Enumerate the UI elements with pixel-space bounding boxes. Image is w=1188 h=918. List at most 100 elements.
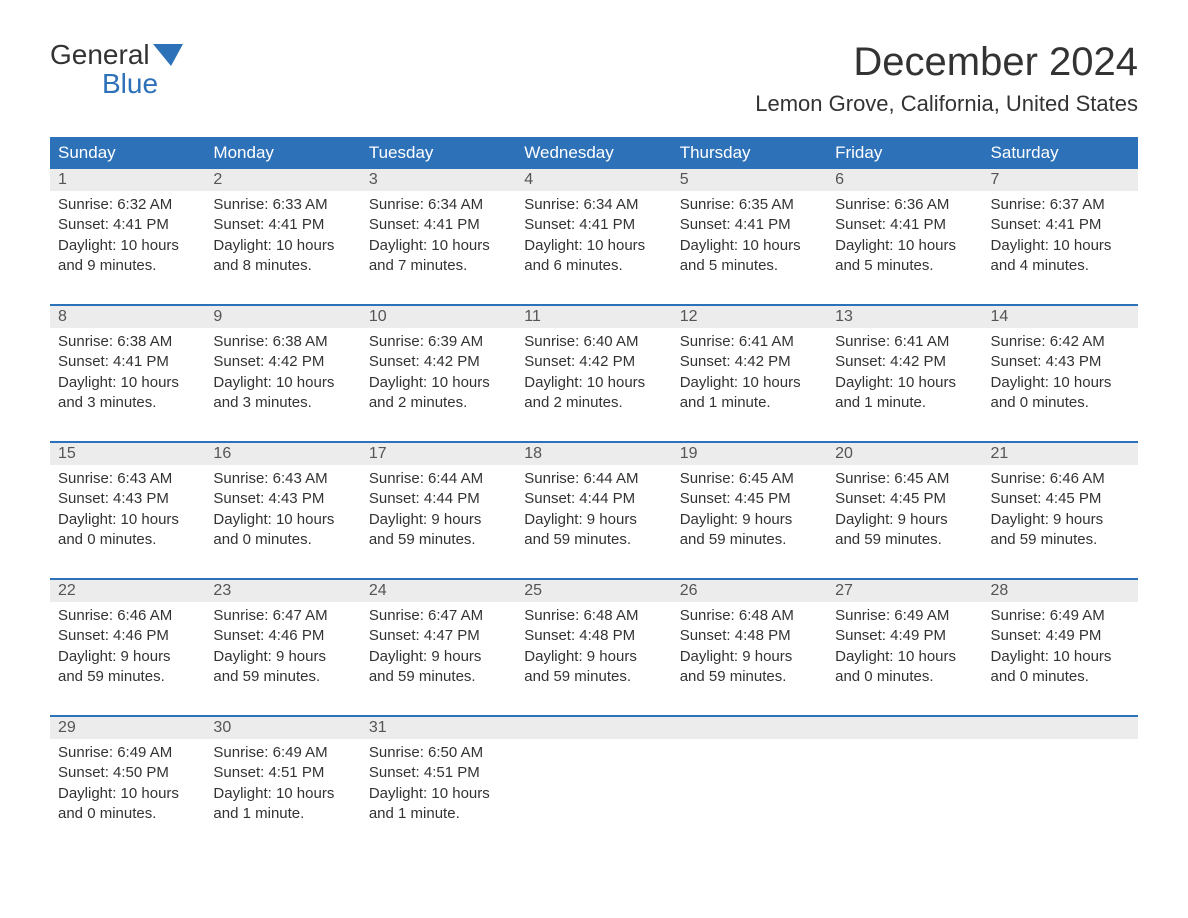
sunrise-line: Sunrise: 6:49 AM [58,743,197,763]
day-number-row: 22232425262728 [50,580,1138,602]
sunrise-line: Sunrise: 6:42 AM [991,332,1130,352]
sunset-line: Sunset: 4:42 PM [835,352,974,372]
sunrise-line: Sunrise: 6:45 AM [835,469,974,489]
day-body-row: Sunrise: 6:38 AMSunset: 4:41 PMDaylight:… [50,328,1138,442]
month-title: December 2024 [755,40,1138,85]
sunset-line: Sunset: 4:47 PM [369,626,508,646]
day-body-row: Sunrise: 6:43 AMSunset: 4:43 PM Daylight:… [50,465,1138,579]
sunset-line: Sunset: 4:51 PM [213,763,352,783]
location: Lemon Grove, California, United States [755,91,1138,117]
day-number-cell: 8 [50,306,205,328]
weekday-header-row: SundayMondayTuesdayWednesdayThursdayFrid… [50,137,1138,169]
header: General Blue December 2024 Lemon Grove, … [50,40,1138,117]
sunrise-line: Sunrise: 6:47 AM [369,606,508,626]
daylight-line: Daylight: 9 hours and 59 minutes. [680,510,819,551]
daylight-line: Daylight: 10 hours and 0 minutes. [991,647,1130,688]
day-body-cell: Sunrise: 6:32 AMSunset: 4:41 PMDaylight:… [50,191,205,305]
sunset-line: Sunset: 4:41 PM [991,215,1130,235]
day-body-cell: Sunrise: 6:35 AMSunset: 4:41 PMDaylight:… [672,191,827,305]
daylight-line: Daylight: 10 hours and 8 minutes. [213,236,352,277]
sunset-line: Sunset: 4:41 PM [58,352,197,372]
day-body-row: Sunrise: 6:46 AMSunset: 4:46 PM Daylight:… [50,602,1138,716]
sunrise-line: Sunrise: 6:49 AM [835,606,974,626]
day-body-cell: Sunrise: 6:42 AMSunset: 4:43 PMDaylight:… [983,328,1138,442]
sunset-line: Sunset: 4:41 PM [835,215,974,235]
daylight-line: Daylight: 10 hours and 0 minutes. [58,784,197,825]
daylight-line: Daylight: 9 hours and 59 minutes. [835,510,974,551]
day-body-cell: Sunrise: 6:39 AMSunset: 4:42 PMDaylight:… [361,328,516,442]
daylight-line: Daylight: 10 hours and 2 minutes. [524,373,663,414]
daylight-line: Daylight: 10 hours and 3 minutes. [58,373,197,414]
day-number-cell: 11 [516,306,671,328]
weekday-header: Sunday [50,137,205,169]
weekday-header: Monday [205,137,360,169]
day-number-cell: 27 [827,580,982,602]
sunset-line: Sunset: 4:41 PM [58,215,197,235]
daylight-line: Daylight: 10 hours and 5 minutes. [835,236,974,277]
sunset-line: Sunset: 4:46 PM [58,626,197,646]
sunrise-line: Sunrise: 6:40 AM [524,332,663,352]
day-body-row: Sunrise: 6:32 AMSunset: 4:41 PMDaylight:… [50,191,1138,305]
sunrise-line: Sunrise: 6:32 AM [58,195,197,215]
calendar-body: 1234567Sunrise: 6:32 AMSunset: 4:41 PMDa… [50,169,1138,852]
day-number-cell: 17 [361,443,516,465]
sunrise-line: Sunrise: 6:44 AM [369,469,508,489]
day-body-cell: Sunrise: 6:48 AMSunset: 4:48 PMDaylight:… [516,602,671,716]
sunset-line: Sunset: 4:42 PM [213,352,352,372]
sunset-line: Sunset: 4:43 PM [991,352,1130,372]
day-number-cell [516,717,671,739]
sunset-line: Sunset: 4:43 PM [213,489,352,509]
sunrise-line: Sunrise: 6:47 AM [213,606,352,626]
day-number-cell [827,717,982,739]
logo-word1: General [50,40,150,69]
sunset-line: Sunset: 4:42 PM [369,352,508,372]
sunset-line: Sunset: 4:41 PM [369,215,508,235]
day-number-row: 891011121314 [50,306,1138,328]
day-number-cell: 2 [205,169,360,191]
sunrise-line: Sunrise: 6:46 AM [58,606,197,626]
day-body-cell: Sunrise: 6:49 AMSunset: 4:49 PMDaylight:… [983,602,1138,716]
day-body-cell: Sunrise: 6:38 AMSunset: 4:41 PMDaylight:… [50,328,205,442]
day-number-cell: 4 [516,169,671,191]
sunset-line: Sunset: 4:49 PM [991,626,1130,646]
day-number-cell: 14 [983,306,1138,328]
daylight-line: Daylight: 10 hours and 1 minute. [680,373,819,414]
sunset-line: Sunset: 4:41 PM [213,215,352,235]
daylight-line: Daylight: 10 hours and 0 minutes. [835,647,974,688]
day-body-cell [827,739,982,852]
day-body-cell: Sunrise: 6:49 AMSunset: 4:51 PMDaylight:… [205,739,360,852]
daylight-line: Daylight: 10 hours and 6 minutes. [524,236,663,277]
sunrise-line: Sunrise: 6:33 AM [213,195,352,215]
day-number-row: 1234567 [50,169,1138,191]
day-number-cell: 28 [983,580,1138,602]
day-body-cell: Sunrise: 6:34 AMSunset: 4:41 PMDaylight:… [361,191,516,305]
sunrise-line: Sunrise: 6:38 AM [213,332,352,352]
day-body-cell: Sunrise: 6:46 AMSunset: 4:45 PMDaylight:… [983,465,1138,579]
day-number-cell: 16 [205,443,360,465]
daylight-line: Daylight: 10 hours and 1 minute. [213,784,352,825]
day-number-cell: 13 [827,306,982,328]
calendar-table: SundayMondayTuesdayWednesdayThursdayFrid… [50,137,1138,852]
weekday-header: Thursday [672,137,827,169]
sunrise-line: Sunrise: 6:43 AM [213,469,352,489]
day-body-cell: Sunrise: 6:43 AMSunset: 4:43 PMDaylight:… [50,465,205,579]
day-number-cell: 15 [50,443,205,465]
weekday-header: Saturday [983,137,1138,169]
daylight-line: Daylight: 10 hours and 1 minute. [369,784,508,825]
daylight-line: Daylight: 10 hours and 0 minutes. [991,373,1130,414]
sunrise-line: Sunrise: 6:48 AM [524,606,663,626]
sunrise-line: Sunrise: 6:39 AM [369,332,508,352]
daylight-line: Daylight: 9 hours and 59 minutes. [991,510,1130,551]
weekday-header: Wednesday [516,137,671,169]
day-number-cell: 29 [50,717,205,739]
day-number-row: 15161718192021 [50,443,1138,465]
day-body-cell: Sunrise: 6:47 AMSunset: 4:46 PMDaylight:… [205,602,360,716]
sunrise-line: Sunrise: 6:48 AM [680,606,819,626]
sunset-line: Sunset: 4:45 PM [991,489,1130,509]
day-body-cell: Sunrise: 6:37 AMSunset: 4:41 PMDaylight:… [983,191,1138,305]
sunset-line: Sunset: 4:42 PM [680,352,819,372]
day-body-cell [672,739,827,852]
logo: General Blue [50,40,183,99]
sunrise-line: Sunrise: 6:37 AM [991,195,1130,215]
day-number-row: 293031 [50,717,1138,739]
